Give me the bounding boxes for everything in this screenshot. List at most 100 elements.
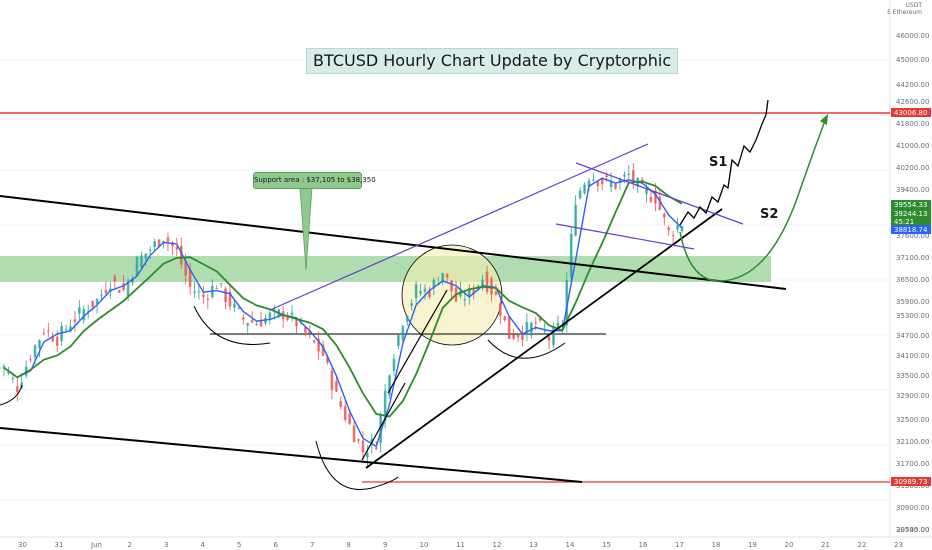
- candle-body: [494, 291, 498, 295]
- candle-body: [565, 279, 569, 326]
- candle-body: [197, 291, 201, 293]
- candle-body: [467, 287, 471, 298]
- candle-body: [273, 309, 276, 311]
- candle-body: [516, 334, 520, 338]
- bottom-arc-left: [193, 305, 271, 345]
- scenario-label-s2: S2: [760, 207, 778, 222]
- candle-body: [299, 320, 303, 322]
- candle-body: [42, 332, 46, 334]
- candle-body: [0, 367, 1, 369]
- candle-body: [179, 246, 183, 265]
- candle-body: [388, 375, 391, 396]
- price-tick-label: 45000.00: [896, 56, 929, 64]
- candle-body: [64, 329, 68, 331]
- candle-body: [11, 377, 15, 379]
- price-tick-label: 34100.00: [896, 352, 929, 360]
- candle-body: [534, 322, 538, 324]
- channel-bottom-line: [0, 427, 583, 483]
- candle-body: [556, 322, 560, 328]
- price-tick-label: 35900.00: [896, 298, 929, 306]
- candle-body: [671, 235, 675, 237]
- candle-body: [335, 381, 338, 392]
- candle-body: [33, 345, 37, 358]
- candle-body: [51, 335, 55, 342]
- candle-body: [587, 180, 591, 187]
- candle-body: [15, 386, 19, 393]
- candle-body: [592, 179, 595, 181]
- candle-body: [450, 280, 453, 292]
- candle-body: [552, 326, 555, 346]
- candle-body: [100, 294, 103, 296]
- candle-body: [7, 371, 10, 374]
- price-label-box: [891, 108, 931, 117]
- price-label-text: 45:21: [894, 218, 914, 226]
- ma-fast-line: [3, 177, 683, 448]
- candle-body: [73, 319, 77, 323]
- price-tick-label: 35300.00: [896, 312, 929, 320]
- candle-body: [135, 257, 139, 276]
- time-tick-label: 6: [274, 541, 279, 549]
- candle-body: [503, 316, 507, 321]
- candle-body: [47, 330, 50, 332]
- candle-body: [82, 308, 86, 321]
- price-tick-label: 31700.00: [896, 460, 929, 468]
- candle-body: [126, 281, 130, 297]
- time-tick-label: 31: [55, 541, 64, 549]
- candle-body: [343, 405, 347, 420]
- candle-body: [401, 326, 405, 341]
- candle-body: [649, 196, 653, 202]
- candle-body: [29, 359, 32, 361]
- candle-body: [658, 197, 662, 210]
- candle-body: [499, 303, 502, 316]
- currency-label: USDT Ɛ Ethereum: [887, 2, 922, 16]
- candle-body: [521, 332, 524, 340]
- price-tick-label: 33500.00: [896, 372, 929, 380]
- candle-body: [348, 413, 351, 425]
- scenario-s2-arrowhead: [820, 114, 828, 125]
- candle-body: [507, 316, 511, 339]
- time-tick-label: 11: [456, 541, 465, 549]
- time-tick-label: 8: [347, 541, 351, 549]
- candle-body: [286, 314, 289, 320]
- price-axis[interactable]: 46000.00 45000.00 44200.00 42600.00 41800.00…: [896, 32, 929, 534]
- price-label-box: [891, 217, 931, 226]
- candle-body: [184, 261, 187, 276]
- candle-body: [441, 272, 445, 281]
- candle-body: [600, 179, 604, 185]
- candle-body: [423, 288, 427, 292]
- candle-body: [485, 271, 489, 293]
- time-axis[interactable]: 30 31 Jun 2 3 4 5 6 7 8 9 10 11 12 13 14 15 16 17 18 19 20 21 2…: [18, 541, 903, 549]
- candle-body: [569, 233, 573, 278]
- time-tick-label: 7: [310, 541, 314, 549]
- time-tick-label: 18: [712, 541, 721, 549]
- price-tick-label: 30500.00: [896, 526, 929, 534]
- price-tick-label: 37100.00: [896, 254, 929, 262]
- candle-body: [379, 414, 382, 444]
- candle-body: [512, 334, 515, 339]
- time-tick-label: 4: [201, 541, 206, 549]
- candle-body: [148, 249, 152, 251]
- candle-body: [24, 366, 28, 376]
- candle-body: [241, 317, 245, 320]
- candle-body: [432, 279, 436, 289]
- candle-body: [2, 366, 6, 369]
- candle-body: [631, 170, 635, 183]
- candle-body: [140, 255, 143, 268]
- candle-body: [157, 239, 161, 248]
- candle-body: [383, 390, 387, 422]
- price-label-box: [891, 225, 931, 234]
- candle-body: [255, 324, 258, 326]
- price-label-text: 39554.33: [894, 201, 927, 209]
- candle-body: [131, 278, 134, 283]
- candle-body: [623, 174, 626, 177]
- candle-body: [614, 183, 617, 189]
- candle-body: [290, 312, 294, 315]
- candle-body: [259, 319, 263, 327]
- scenario-s1-path: [679, 99, 769, 226]
- time-tick-label: 16: [639, 541, 648, 549]
- candle-body: [627, 173, 631, 175]
- candle-body: [228, 291, 232, 307]
- scenario-s2-path: [679, 117, 827, 282]
- bottom-arc-right: [487, 339, 566, 359]
- candle-body: [171, 242, 174, 247]
